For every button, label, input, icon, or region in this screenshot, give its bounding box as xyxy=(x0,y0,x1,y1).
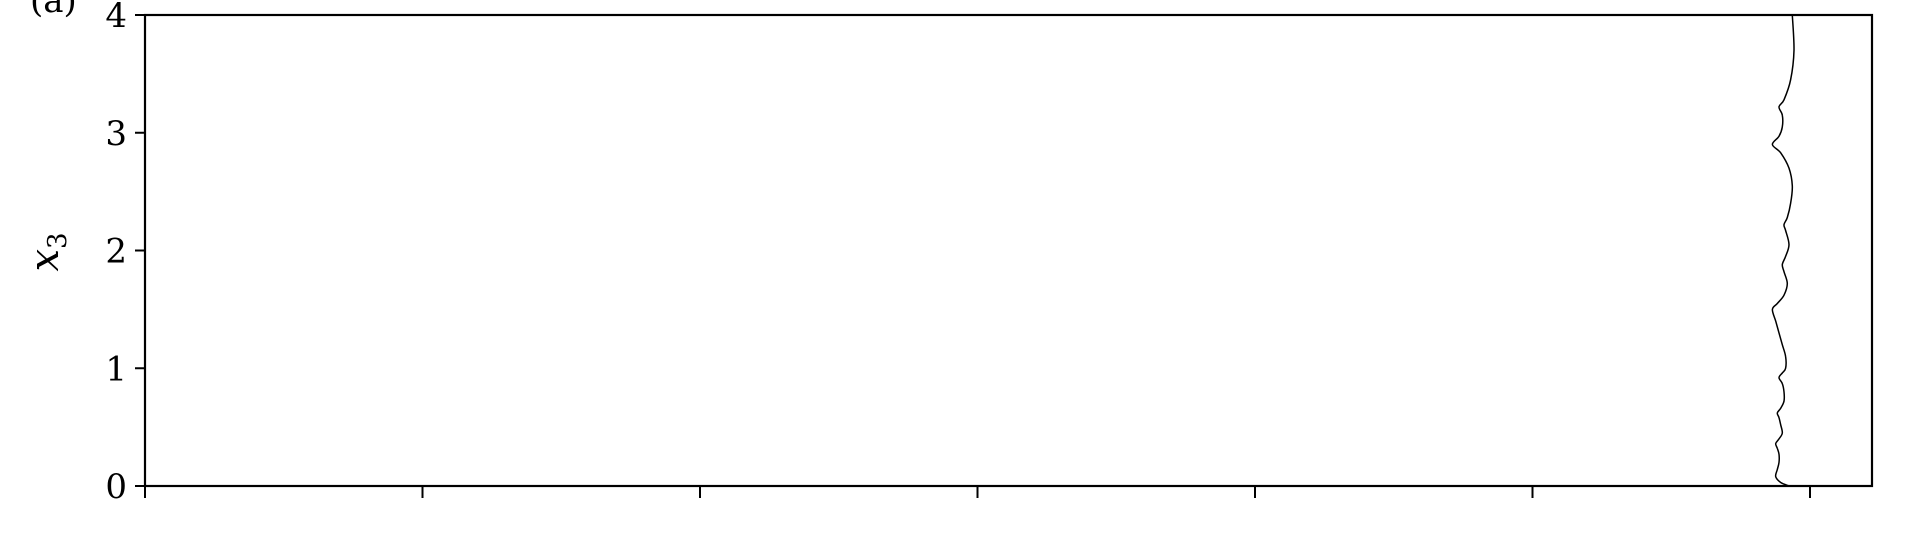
y-tick-label-3: 3 xyxy=(105,114,127,154)
y-tick-label-1: 1 xyxy=(105,349,127,389)
series-line-0 xyxy=(1772,15,1794,486)
x-axis xyxy=(145,486,1810,498)
y-tick-label-2: 2 xyxy=(105,232,127,272)
plot-area xyxy=(145,15,1872,486)
y-axis-label: x3 xyxy=(22,232,73,271)
y-tick-label-0: 0 xyxy=(105,467,127,507)
y-tick-label-4: 4 xyxy=(105,0,127,36)
panel-label: (a) xyxy=(30,0,77,21)
series-layer xyxy=(1772,15,1794,486)
y-axis: 0 1 2 3 4 xyxy=(105,0,145,507)
